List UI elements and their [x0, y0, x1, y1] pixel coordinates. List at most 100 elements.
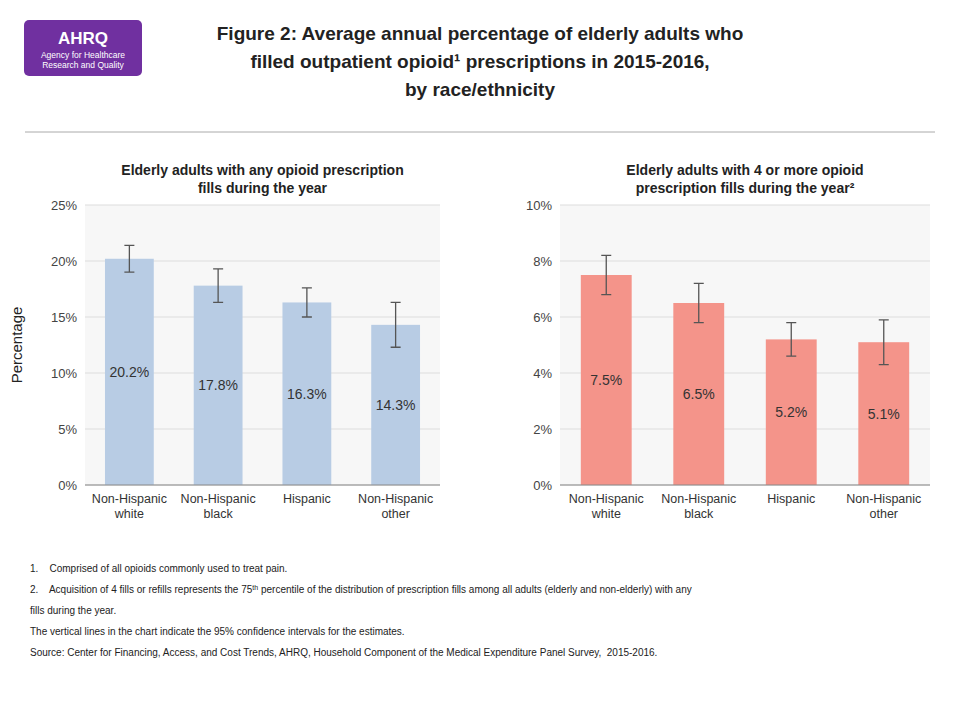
text-line: other: [870, 507, 899, 521]
error-bar: [694, 283, 704, 322]
footnote: Source: Center for Financing, Access, an…: [30, 647, 657, 658]
logo-subtitle: Agency for HealthcareResearch and Qualit…: [41, 50, 125, 70]
text-line: Elderly adults with any opioid prescript…: [121, 162, 403, 178]
y-tick-label: 0%: [58, 478, 77, 493]
footnote-text: percentile of the distribution of prescr…: [258, 584, 692, 595]
logo-title: AHRQ: [58, 29, 108, 48]
y-axis-label: Percentage: [8, 307, 25, 384]
chart: Elderly adults with any opioid prescript…: [51, 162, 440, 521]
text-line: black: [204, 507, 234, 521]
data-label: 5.1%: [868, 406, 900, 422]
footnote-text: 2. Acquisition of 4 fills or refills rep…: [30, 584, 253, 595]
error-bar: [391, 302, 401, 347]
footnote-text: Source: Center for Financing, Access, an…: [30, 647, 657, 658]
text-line: Non-Hispanic: [569, 492, 644, 506]
x-tick-label: Non-Hispanicother: [358, 492, 433, 521]
x-axis-line: [560, 485, 930, 486]
bar: [766, 339, 817, 485]
footnote: fills during the year.: [30, 605, 116, 616]
title: by race/ethnicity: [405, 79, 555, 100]
text-line: Hispanic: [767, 492, 815, 506]
bar: [105, 259, 154, 485]
text-line: Non-Hispanic: [846, 492, 921, 506]
text-line: Non-Hispanic: [661, 492, 736, 506]
text-line: Elderly adults with 4 or more opioid: [626, 162, 863, 178]
data-label: 16.3%: [287, 386, 327, 402]
bar: [581, 275, 632, 485]
marks: [581, 255, 909, 485]
marks: [105, 245, 420, 485]
data-label: 17.8%: [198, 377, 238, 393]
error-bar: [786, 323, 796, 357]
error-bar: [879, 320, 889, 365]
x-tick-label: Non-Hispanicblack: [181, 492, 256, 521]
x-tick-label: Non-Hispanicwhite: [569, 492, 644, 521]
y-tick-label: 4%: [533, 366, 552, 381]
y-tick-label: 15%: [51, 310, 77, 325]
footnote-text: The vertical lines in the chart indicate…: [30, 626, 405, 637]
y-tick-label: 10%: [51, 366, 77, 381]
footnote-text: 1. Comprised of all opioids commonly use…: [30, 563, 287, 574]
x-tick-label: Hispanic: [767, 492, 815, 506]
bar: [371, 325, 420, 485]
footnote-text: fills during the year.: [30, 605, 116, 616]
x-tick-label: Non-Hispanicwhite: [92, 492, 167, 521]
title-rule: [25, 132, 935, 133]
chart: Elderly adults with 4 or more opioid pres…: [526, 162, 930, 521]
text-line: white: [114, 507, 144, 521]
footnote: 2. Acquisition of 4 fills or refills rep…: [30, 584, 692, 596]
background: [0, 0, 960, 720]
logo: AHRQ Agency for HealthcareResearch and Qu…: [24, 20, 142, 76]
title: Figure 2: Average annual percentage of e…: [217, 23, 744, 44]
logo-box: [24, 20, 142, 76]
x-tick-label: Non-Hispanicother: [846, 492, 921, 521]
grid-line: [560, 261, 930, 262]
y-tick-label: 10%: [526, 198, 552, 213]
x-axis-line: [85, 485, 440, 486]
subtitle: Elderly adults with 4 or more opioid pres…: [626, 162, 863, 196]
grid-line: [560, 485, 930, 486]
data-label: 7.5%: [590, 372, 622, 388]
text-line: Non-Hispanic: [181, 492, 256, 506]
plot-area: [560, 205, 930, 485]
data-label: 20.2%: [110, 364, 150, 380]
figure: AHRQ Agency for HealthcareResearch and Qu…: [0, 0, 960, 720]
footnote: The vertical lines in the chart indicate…: [30, 626, 405, 637]
y-tick-label: 20%: [51, 254, 77, 269]
y-tick-label: 6%: [533, 310, 552, 325]
bar: [282, 302, 331, 485]
footnote: 1. Comprised of all opioids commonly use…: [30, 563, 287, 574]
subtitle: Elderly adults with any opioid prescript…: [121, 162, 403, 196]
data-label: 6.5%: [683, 386, 715, 402]
x-tick-label: Hispanic: [283, 492, 331, 506]
y-tick-label: 2%: [533, 422, 552, 437]
grid-line: [560, 205, 930, 206]
text-line: black: [684, 507, 714, 521]
text-line: Hispanic: [283, 492, 331, 506]
text-line: other: [381, 507, 410, 521]
error-bar: [302, 288, 312, 317]
bar: [673, 303, 724, 485]
plot-area: [85, 205, 440, 485]
text-line: Agency for Healthcare: [41, 50, 125, 60]
grid-line: [85, 205, 440, 206]
text-line: Non-Hispanic: [92, 492, 167, 506]
bar: [194, 286, 243, 485]
data-label: 5.2%: [775, 404, 807, 420]
error-bar: [601, 255, 611, 294]
y-tick-label: 8%: [533, 254, 552, 269]
text-line: prescription fills during the year²: [636, 180, 855, 196]
error-bar: [213, 269, 223, 303]
text-line: Research and Quality: [42, 60, 124, 70]
x-tick-label: Non-Hispanicblack: [661, 492, 736, 521]
y-tick-label: 25%: [51, 198, 77, 213]
data-label: 14.3%: [376, 397, 416, 413]
text-line: fills during the year: [198, 180, 328, 196]
text-line: Non-Hispanic: [358, 492, 433, 506]
error-bar: [124, 245, 134, 272]
grid-line: [85, 485, 440, 486]
y-tick-label: 0%: [533, 478, 552, 493]
y-tick-label: 5%: [58, 422, 77, 437]
text-line: white: [591, 507, 621, 521]
title: filled outpatient opioid¹ prescriptions …: [250, 51, 709, 72]
